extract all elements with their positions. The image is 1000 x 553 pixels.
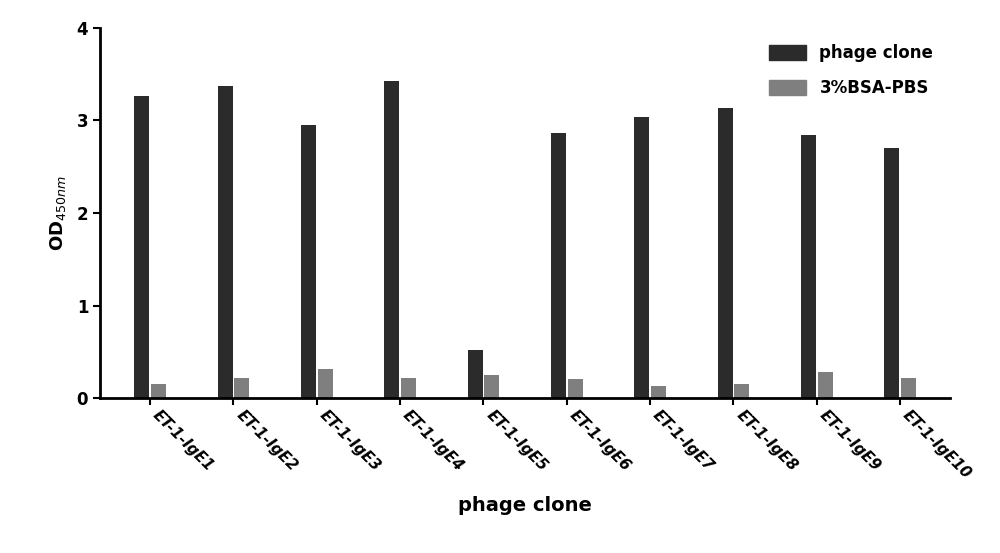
Bar: [818, 372, 833, 398]
Bar: [734, 384, 749, 398]
Bar: [134, 96, 149, 398]
Legend: phage clone, 3%BSA-PBS: phage clone, 3%BSA-PBS: [761, 36, 942, 105]
Bar: [551, 133, 566, 398]
Bar: [301, 125, 316, 398]
Bar: [384, 81, 399, 398]
Bar: [318, 368, 332, 398]
Bar: [234, 378, 249, 398]
Bar: [468, 350, 483, 398]
X-axis label: phage clone: phage clone: [458, 496, 592, 515]
Bar: [801, 135, 816, 398]
Bar: [401, 378, 416, 398]
Bar: [634, 117, 649, 398]
Bar: [901, 378, 916, 398]
Bar: [218, 86, 232, 398]
Bar: [151, 384, 166, 398]
Y-axis label: OD$_{450nm}$: OD$_{450nm}$: [48, 175, 68, 251]
Bar: [568, 379, 582, 398]
Bar: [651, 386, 666, 398]
Bar: [718, 108, 733, 398]
Bar: [884, 148, 899, 398]
Bar: [484, 375, 499, 398]
